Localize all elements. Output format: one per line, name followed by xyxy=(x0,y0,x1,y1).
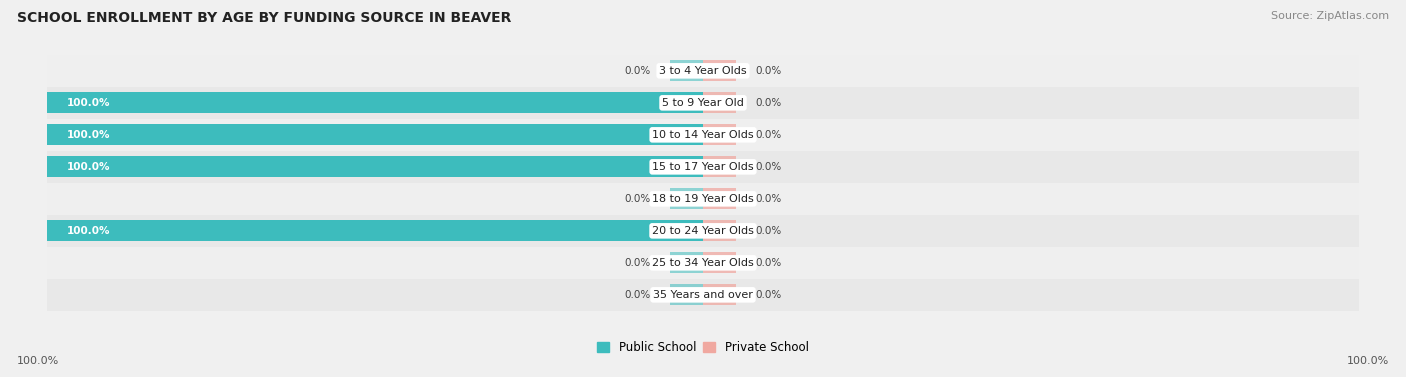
Bar xyxy=(46,247,1360,279)
Bar xyxy=(46,92,703,113)
Text: 100.0%: 100.0% xyxy=(66,98,110,108)
Bar xyxy=(703,188,735,209)
Bar xyxy=(46,87,1360,119)
Bar xyxy=(671,60,703,81)
Text: 3 to 4 Year Olds: 3 to 4 Year Olds xyxy=(659,66,747,76)
Text: 0.0%: 0.0% xyxy=(755,162,782,172)
Bar xyxy=(703,156,735,177)
Text: 0.0%: 0.0% xyxy=(755,98,782,108)
Text: 100.0%: 100.0% xyxy=(66,162,110,172)
Bar xyxy=(703,92,735,113)
Text: 0.0%: 0.0% xyxy=(624,194,651,204)
Bar xyxy=(703,221,735,241)
Bar xyxy=(703,285,735,305)
Bar xyxy=(46,156,703,177)
Bar xyxy=(703,124,735,145)
Text: 18 to 19 Year Olds: 18 to 19 Year Olds xyxy=(652,194,754,204)
Bar xyxy=(671,188,703,209)
Text: 0.0%: 0.0% xyxy=(624,66,651,76)
Text: 0.0%: 0.0% xyxy=(755,226,782,236)
Text: 5 to 9 Year Old: 5 to 9 Year Old xyxy=(662,98,744,108)
Text: 0.0%: 0.0% xyxy=(624,258,651,268)
Text: 100.0%: 100.0% xyxy=(66,130,110,140)
Text: 100.0%: 100.0% xyxy=(1347,356,1389,366)
Text: 0.0%: 0.0% xyxy=(755,194,782,204)
Text: SCHOOL ENROLLMENT BY AGE BY FUNDING SOURCE IN BEAVER: SCHOOL ENROLLMENT BY AGE BY FUNDING SOUR… xyxy=(17,11,512,25)
Bar xyxy=(46,221,703,241)
Bar xyxy=(46,215,1360,247)
Text: 25 to 34 Year Olds: 25 to 34 Year Olds xyxy=(652,258,754,268)
Legend: Public School, Private School: Public School, Private School xyxy=(593,336,813,359)
Text: 0.0%: 0.0% xyxy=(755,130,782,140)
Text: 0.0%: 0.0% xyxy=(755,290,782,300)
Bar xyxy=(703,60,735,81)
Text: 0.0%: 0.0% xyxy=(755,66,782,76)
Bar xyxy=(46,124,703,145)
Bar xyxy=(671,253,703,273)
Text: 15 to 17 Year Olds: 15 to 17 Year Olds xyxy=(652,162,754,172)
Bar xyxy=(46,183,1360,215)
Bar xyxy=(671,285,703,305)
Text: 35 Years and over: 35 Years and over xyxy=(652,290,754,300)
Text: Source: ZipAtlas.com: Source: ZipAtlas.com xyxy=(1271,11,1389,21)
Text: 10 to 14 Year Olds: 10 to 14 Year Olds xyxy=(652,130,754,140)
Text: 0.0%: 0.0% xyxy=(755,258,782,268)
Text: 100.0%: 100.0% xyxy=(66,226,110,236)
Bar xyxy=(46,55,1360,87)
Text: 20 to 24 Year Olds: 20 to 24 Year Olds xyxy=(652,226,754,236)
Text: 0.0%: 0.0% xyxy=(624,290,651,300)
Bar xyxy=(703,253,735,273)
Text: 100.0%: 100.0% xyxy=(17,356,59,366)
Bar xyxy=(46,151,1360,183)
Bar xyxy=(46,279,1360,311)
Bar xyxy=(46,119,1360,151)
